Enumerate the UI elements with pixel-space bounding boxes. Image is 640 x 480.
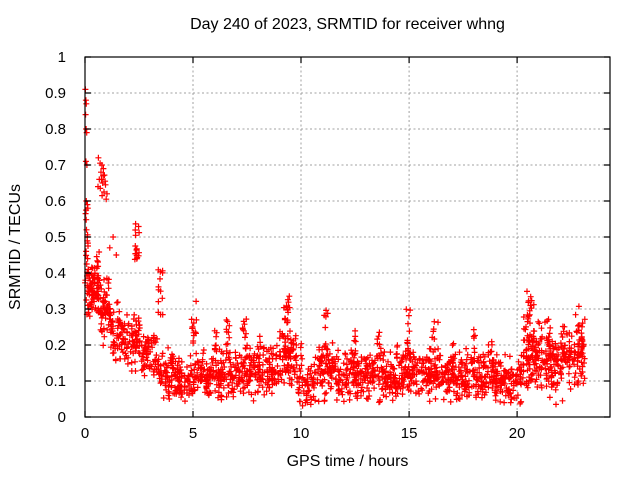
data-points	[82, 86, 588, 409]
chart-title: Day 240 of 2023, SRMTID for receiver whn…	[190, 16, 505, 33]
y-tick-label: 0.7	[45, 157, 66, 174]
axis-ticks	[84, 56, 610, 418]
x-tick-label: 10	[293, 425, 310, 442]
y-tick-label: 0	[58, 409, 66, 426]
x-tick-label: 0	[81, 425, 89, 442]
y-tick-label: 0.8	[45, 121, 66, 138]
x-tick-label: 20	[509, 425, 526, 442]
y-tick-label: 0.2	[45, 337, 66, 354]
x-tick-label: 15	[401, 425, 418, 442]
x-tick-label: 5	[189, 425, 197, 442]
y-axis-label: SRMTID / TECUs	[7, 184, 24, 310]
x-axis-label: GPS time / hours	[286, 453, 409, 470]
y-tick-label: 1	[58, 49, 66, 66]
y-tick-label: 0.5	[45, 229, 66, 246]
y-tick-label: 0.1	[45, 373, 66, 390]
y-tick-label: 0.3	[45, 301, 66, 318]
y-tick-label: 0.4	[45, 265, 66, 282]
grid-lines	[85, 57, 610, 417]
y-tick-label: 0.9	[45, 85, 66, 102]
y-tick-label: 0.6	[45, 193, 66, 210]
